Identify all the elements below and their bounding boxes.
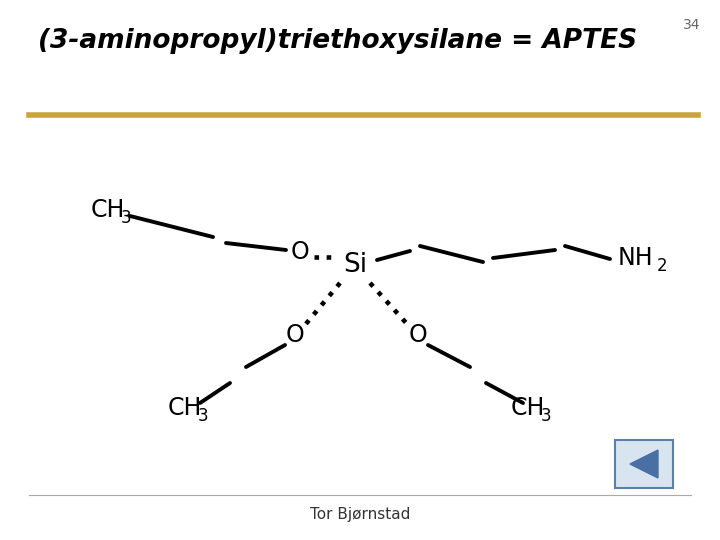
Text: (3-aminopropyl)triethoxysilane = APTES: (3-aminopropyl)triethoxysilane = APTES [38, 28, 637, 54]
Text: CH: CH [91, 198, 125, 222]
FancyBboxPatch shape [615, 440, 673, 488]
Polygon shape [630, 450, 658, 478]
Text: 3: 3 [121, 209, 131, 227]
Text: CH: CH [510, 396, 545, 420]
Text: Tor Bjørnstad: Tor Bjørnstad [310, 508, 410, 523]
Text: O: O [409, 323, 428, 347]
Text: O: O [291, 240, 310, 264]
Text: 2: 2 [657, 257, 667, 275]
Text: CH: CH [168, 396, 202, 420]
Text: Si: Si [343, 252, 367, 278]
Text: 3: 3 [198, 407, 208, 425]
Text: 34: 34 [683, 18, 700, 32]
Text: 3: 3 [541, 407, 552, 425]
Text: O: O [286, 323, 305, 347]
Text: NH: NH [618, 246, 654, 270]
